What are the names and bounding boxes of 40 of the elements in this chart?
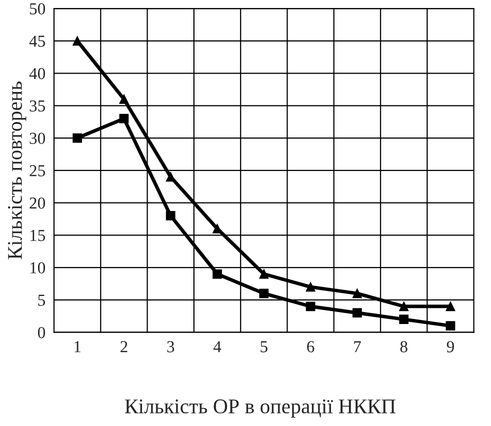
y-tick-label: 10 — [30, 262, 46, 274]
point — [446, 321, 456, 330]
x-tick-label: 4 — [213, 341, 222, 352]
point — [306, 302, 316, 312]
x-tick-label: 5 — [260, 341, 268, 352]
point — [259, 288, 269, 298]
point — [119, 94, 129, 104]
y-tick-label: 50 — [30, 3, 46, 14]
point — [72, 36, 82, 46]
point — [119, 114, 129, 124]
y-tick-label: 45 — [29, 36, 46, 47]
point — [399, 302, 409, 312]
y-tick-label: 40 — [29, 68, 46, 80]
y-tick-label: 5 — [38, 294, 46, 306]
x-tick-label: 8 — [400, 341, 408, 352]
point — [446, 302, 456, 312]
y-tick-label: 20 — [30, 197, 46, 209]
point — [352, 288, 362, 298]
y-axis-title: Кількість повторень — [8, 82, 26, 260]
x-tick-label: 1 — [74, 341, 80, 352]
point — [259, 269, 269, 279]
point — [212, 224, 222, 234]
point — [166, 172, 176, 182]
y-tick-label: 30 — [30, 132, 46, 144]
point — [72, 133, 82, 143]
x-axis-title: Кількість ОР в операції НККП — [124, 399, 396, 418]
point — [352, 308, 362, 318]
point — [166, 211, 176, 220]
y-tick-label: 15 — [30, 230, 46, 242]
x-tick-label: 9 — [446, 341, 454, 352]
y-tick-label: 0 — [38, 326, 46, 338]
x-tick-label: 7 — [354, 341, 361, 352]
x-tick-label: 2 — [120, 341, 128, 352]
y-tick-label: 35 — [30, 100, 46, 112]
x-tick-label: 6 — [307, 341, 314, 352]
point — [306, 282, 316, 292]
point — [212, 269, 222, 279]
y-tick-label: 25 — [30, 165, 46, 176]
x-tick-label: 3 — [167, 341, 174, 352]
point — [399, 314, 409, 324]
